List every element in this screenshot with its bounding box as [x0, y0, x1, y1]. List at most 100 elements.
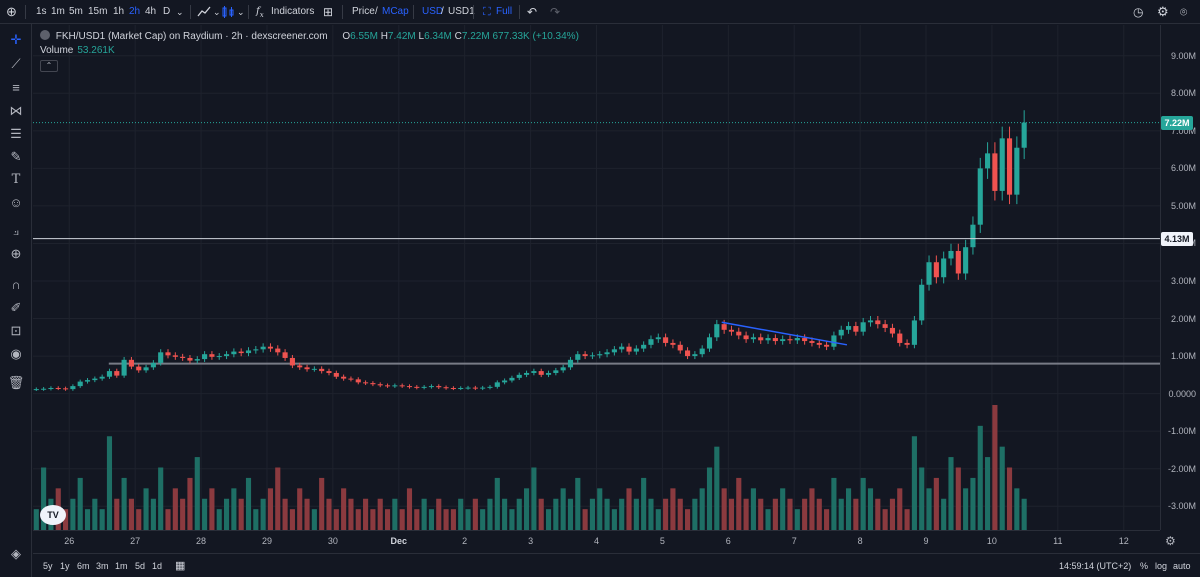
- candle-body: [304, 367, 310, 370]
- candle-body: [319, 368, 325, 372]
- fullscreen-button[interactable]: Full: [496, 6, 513, 17]
- volume-bar: [92, 498, 98, 530]
- volume-bar: [626, 488, 632, 530]
- snapshot-camera-icon[interactable]: ⌾: [1180, 5, 1188, 19]
- volume-bar: [304, 498, 310, 530]
- chevron-down-icon[interactable]: ⌄: [213, 7, 221, 17]
- range-6m[interactable]: 6m: [77, 561, 90, 571]
- candle-body: [867, 320, 874, 323]
- interval-1m[interactable]: 1m: [51, 6, 65, 17]
- collapse-legend-button[interactable]: ⌃: [40, 60, 58, 72]
- price-axis[interactable]: 9.00M8.00M7.00M6.00M5.00M4.00M3.00M2.00M…: [1160, 25, 1200, 530]
- range-5y[interactable]: 5y: [43, 561, 53, 571]
- alert-clock-icon[interactable]: ◷: [1133, 5, 1144, 19]
- candle-body: [524, 372, 530, 375]
- range-5d[interactable]: 5d: [135, 561, 146, 571]
- tradingview-logo[interactable]: TV: [40, 505, 66, 525]
- object-tree-icon[interactable]: ◈: [11, 546, 21, 561]
- add-symbol-icon[interactable]: ⊕: [6, 4, 17, 19]
- volume-bar: [260, 498, 266, 530]
- volume-bar: [809, 488, 815, 530]
- candle-body: [428, 386, 435, 388]
- ruler-icon[interactable]: ⟓: [12, 223, 20, 238]
- clock-time[interactable]: 14:59:14 (UTC+2): [1059, 561, 1132, 571]
- auto-scale-toggle[interactable]: auto: [1173, 561, 1191, 571]
- axis-settings-gear-icon[interactable]: ⚙: [1165, 534, 1176, 548]
- volume-bar: [63, 509, 69, 530]
- chart-pane[interactable]: [33, 25, 1160, 530]
- price-tick-label: 0.0000: [1168, 388, 1196, 399]
- volume-bar: [84, 509, 91, 530]
- candle-body: [55, 387, 61, 389]
- text-tool-icon[interactable]: T: [11, 172, 21, 187]
- candle-body: [772, 338, 778, 342]
- volume-bar: [794, 509, 800, 530]
- trendline-tool-icon[interactable]: ⟋: [11, 56, 21, 71]
- mcap-mode-button[interactable]: MCap: [382, 6, 409, 17]
- fib-retracement-icon[interactable]: ☰: [10, 126, 22, 141]
- indicators-icon[interactable]: fx: [256, 6, 264, 19]
- lock-drawing-icon[interactable]: ✐: [10, 300, 22, 315]
- volume-bar: [963, 488, 969, 530]
- crosshair-icon[interactable]: ✛: [10, 32, 22, 47]
- interval-5m[interactable]: 5m: [69, 6, 83, 17]
- emoji-icon[interactable]: ☺: [9, 195, 23, 210]
- pitchfork-icon[interactable]: ⋈: [9, 103, 23, 118]
- settings-gear-icon[interactable]: ⚙: [1157, 4, 1169, 19]
- interval-15m[interactable]: 15m: [88, 6, 108, 17]
- candle-body: [77, 381, 83, 387]
- trash-icon[interactable]: 🗑: [7, 375, 25, 390]
- candle-body: [399, 385, 405, 387]
- candlestick-chart[interactable]: [33, 25, 1160, 530]
- line-chart-type-icon[interactable]: [197, 5, 211, 19]
- volume-bar: [875, 498, 881, 530]
- quote-usd1-button[interactable]: USD1: [448, 6, 475, 17]
- horizontal-lines-icon[interactable]: ≡: [12, 80, 20, 95]
- volume-bar: [970, 477, 976, 530]
- volume-bar: [428, 509, 435, 530]
- candle-body: [253, 349, 259, 351]
- interval-1h[interactable]: 1h: [113, 6, 125, 17]
- eye-icon[interactable]: ◉: [10, 346, 22, 361]
- lock-icon[interactable]: ⊡: [10, 323, 22, 338]
- indicators-button[interactable]: Indicators: [271, 6, 315, 17]
- candles-chart-type-icon[interactable]: [221, 5, 235, 19]
- layout-grid-icon[interactable]: ⊞: [323, 5, 334, 19]
- undo-icon[interactable]: ↶: [527, 5, 538, 19]
- volume-bar: [414, 509, 420, 530]
- zoom-in-icon[interactable]: ⊕: [10, 246, 22, 261]
- candle-body: [33, 389, 39, 391]
- range-1m[interactable]: 1m: [115, 561, 128, 571]
- magnet-icon[interactable]: ∩: [11, 277, 21, 292]
- interval-1s[interactable]: 1s: [36, 6, 47, 17]
- interval-2h[interactable]: 2h: [129, 6, 141, 17]
- chevron-down-icon[interactable]: ⌄: [237, 7, 245, 17]
- currency-usd-button[interactable]: USD: [422, 6, 444, 17]
- percent-scale-toggle[interactable]: %: [1140, 561, 1149, 571]
- interval-4h[interactable]: 4h: [145, 6, 157, 17]
- volume-bar: [845, 488, 852, 530]
- chevron-down-icon[interactable]: ⌄: [176, 7, 184, 17]
- toolbar-divider: [25, 5, 26, 19]
- low-label: L: [418, 31, 425, 42]
- price-tick-label: 6.00M: [1170, 163, 1196, 174]
- range-3m[interactable]: 3m: [96, 561, 109, 571]
- time-axis[interactable]: 26 27 28 29 30 Dec 2 3 4 5 6 7 8 9 10 11 12: [33, 530, 1160, 552]
- candle-body: [421, 386, 427, 388]
- candle-body: [84, 380, 91, 382]
- range-1y[interactable]: 1y: [60, 561, 70, 571]
- volume-bar: [128, 498, 134, 530]
- interval-d[interactable]: D: [163, 6, 171, 17]
- volume-bar: [494, 477, 500, 530]
- range-1d[interactable]: 1d: [152, 561, 163, 571]
- fullscreen-icon[interactable]: ⛶: [483, 6, 491, 18]
- volume-bar: [531, 467, 537, 530]
- log-scale-toggle[interactable]: log: [1155, 561, 1168, 571]
- redo-icon[interactable]: ↷: [550, 5, 561, 19]
- date-range-calendar-icon[interactable]: ▦: [175, 560, 186, 572]
- volume-bar: [282, 498, 288, 530]
- brush-icon[interactable]: ✎: [10, 149, 22, 164]
- candle-body: [333, 372, 339, 377]
- price-mode-button[interactable]: Price: [352, 6, 375, 17]
- volume-bar: [619, 498, 625, 530]
